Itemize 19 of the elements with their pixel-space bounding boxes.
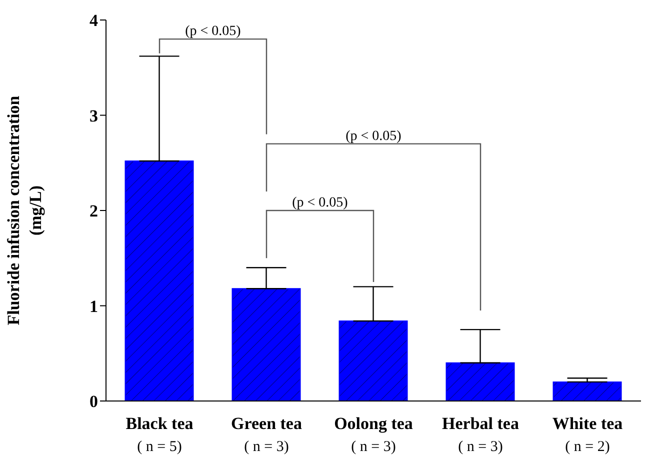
- x-tick-label: Green tea ( n = 3): [231, 414, 302, 455]
- x-tick-label: Black tea ( n = 5): [126, 414, 194, 455]
- y-tick-label: 2: [90, 202, 98, 221]
- bar: [338, 320, 408, 401]
- bar: [124, 160, 194, 401]
- x-tick-label: White tea ( n = 2): [552, 414, 624, 455]
- x-tick-label: Herbal tea ( n = 3): [442, 414, 520, 455]
- y-tick-label: 1: [90, 296, 98, 316]
- y-tick-label: 3: [90, 106, 98, 126]
- y-tick-label: 4: [90, 11, 98, 30]
- annotation: (p < 0.05): [346, 128, 402, 144]
- bar: [552, 381, 622, 401]
- annotation: (p < 0.05): [185, 24, 242, 40]
- x-tick-label: Oolong tea ( n = 3): [334, 414, 414, 455]
- annotation: (p < 0.05): [292, 196, 348, 210]
- y-tick-label: 0: [90, 392, 98, 412]
- bar: [232, 288, 301, 401]
- bar: [446, 362, 515, 401]
- y-axis-title: Fluoride infusion concentration (mg/L): [4, 95, 45, 326]
